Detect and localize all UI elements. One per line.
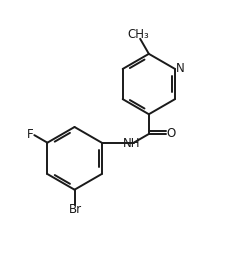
- Text: F: F: [27, 128, 33, 141]
- Text: N: N: [176, 61, 184, 74]
- Text: NH: NH: [123, 137, 141, 150]
- Text: CH₃: CH₃: [127, 28, 149, 41]
- Text: O: O: [166, 127, 175, 140]
- Text: Br: Br: [69, 203, 82, 216]
